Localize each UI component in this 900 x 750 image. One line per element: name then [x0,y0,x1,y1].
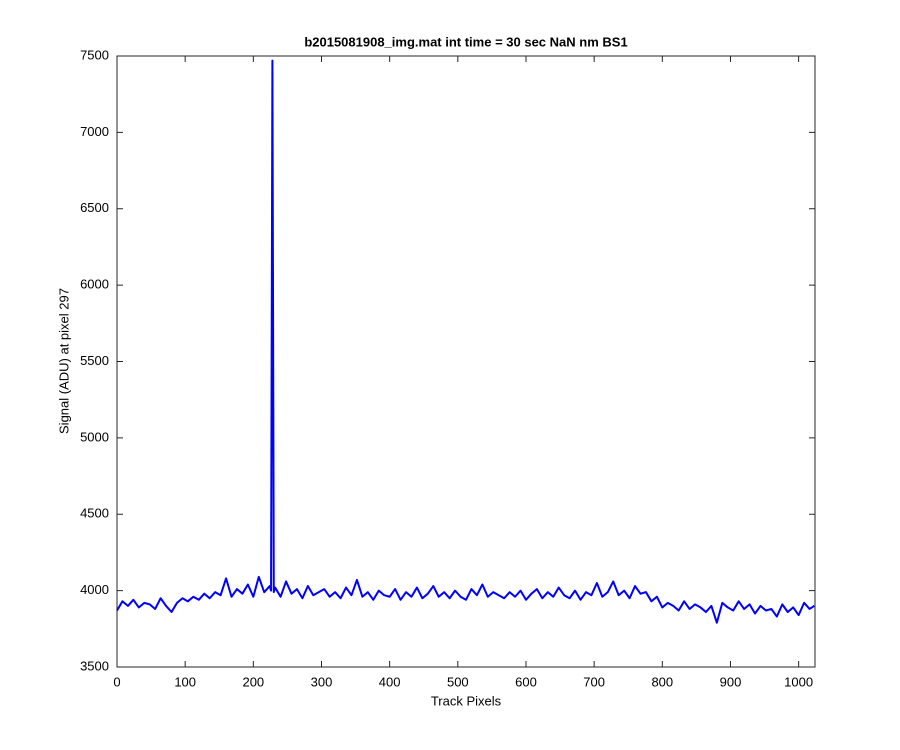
x-tick-label: 900 [720,674,742,689]
x-tick-label: 400 [379,674,401,689]
y-tick-label: 5500 [80,353,109,368]
x-tick-label: 300 [311,674,333,689]
y-tick-label: 6000 [80,277,109,292]
x-tick-label: 600 [515,674,537,689]
y-tick-label: 6500 [80,200,109,215]
y-tick-label: 3500 [80,658,109,673]
y-tick-label: 4000 [80,582,109,597]
plot-area [117,56,815,667]
x-tick-label: 800 [651,674,673,689]
y-tick-label: 7000 [80,124,109,139]
chart-title: b2015081908_img.mat int time = 30 sec Na… [304,34,627,49]
x-tick-label: 500 [447,674,469,689]
y-tick-label: 7500 [80,47,109,62]
y-tick-label: 5000 [80,429,109,444]
x-tick-label: 200 [242,674,264,689]
x-tick-label: 100 [174,674,196,689]
x-axis-label: Track Pixels [431,693,502,708]
y-axis-label: Signal (ADU) at pixel 297 [56,288,71,434]
x-tick-label: 0 [113,674,120,689]
x-tick-label: 700 [583,674,605,689]
data-line [116,59,815,624]
y-tick-label: 4500 [80,506,109,521]
x-tick-label: 1000 [784,674,813,689]
